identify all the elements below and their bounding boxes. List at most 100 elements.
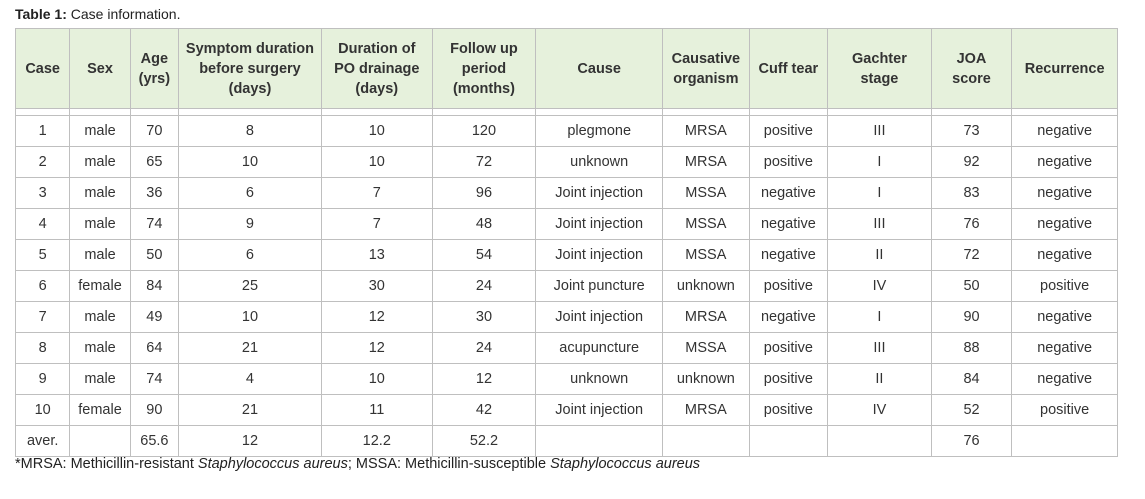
table-cell: 50	[129, 239, 180, 271]
table-cell: 25	[178, 270, 322, 302]
table-cell: 24	[431, 270, 537, 302]
table-cell: MSSA	[662, 332, 750, 364]
table-row: 3 male 36 6 7 96 Joint injection MSSA negative I 8…	[14, 177, 1118, 209]
table-cell: female	[69, 394, 131, 426]
table-cell: 4	[178, 363, 322, 395]
table-cell: 12.2	[320, 425, 433, 457]
table-row: 4 male 74 9 7 48 Joint injection MSSA negative II…	[14, 208, 1118, 240]
column-header: Symptom duration before surgery (days)	[178, 28, 322, 109]
table-cell	[69, 425, 131, 457]
table-cell: 30	[431, 301, 537, 333]
table-cell: 50	[930, 270, 1013, 302]
column-header-line: period	[461, 60, 507, 77]
spacer-cell	[1011, 108, 1118, 116]
table-cell: 12	[320, 332, 433, 364]
table-cell: 76	[930, 208, 1013, 240]
table-cell: 90	[129, 394, 180, 426]
table-cell: negative	[1011, 177, 1118, 209]
table-cell: 64	[129, 332, 180, 364]
table-cell: 54	[431, 239, 537, 271]
table-cell	[535, 425, 664, 457]
column-header-line: Gachter	[852, 50, 907, 67]
table-cell: I	[827, 301, 932, 333]
table-caption: Table 1: Case information.	[15, 6, 180, 22]
table-cell: 10	[14, 394, 71, 426]
table-cell: male	[69, 301, 131, 333]
table-row: 5 male 50 6 13 54 Joint injection MSSA negative I…	[14, 239, 1118, 271]
average-row: aver. 65.6 12 12.2 52.2 76	[14, 425, 1118, 457]
column-header: Cuff tear	[748, 28, 829, 109]
column-header-line: (days)	[228, 80, 272, 97]
table-cell: 6	[178, 239, 322, 271]
table-cell: 3	[14, 177, 71, 209]
table-cell: I	[827, 177, 932, 209]
table-cell: 6	[178, 177, 322, 209]
table-cell: 120	[431, 115, 537, 147]
table-cell: 12	[431, 363, 537, 395]
table-row: 1 male 70 8 10 120 plegmone MRSA positive III 73 ne…	[14, 115, 1118, 147]
column-header-line: PO drainage	[334, 60, 420, 77]
column-header: Age (yrs)	[129, 28, 180, 109]
column-header-line: Causative	[671, 50, 741, 67]
table-row: 7 male 49 10 12 30 Joint injection MRSA negative…	[14, 301, 1118, 333]
spacer-cell	[827, 108, 932, 116]
table-cell: negative	[1011, 239, 1118, 271]
table-cell: 83	[930, 177, 1013, 209]
table-cell: positive	[748, 394, 829, 426]
column-header: Recurrence	[1011, 28, 1118, 109]
table-cell: 5	[14, 239, 71, 271]
table-cell: positive	[748, 146, 829, 178]
column-header-line: (days)	[355, 80, 399, 97]
table-cell: 24	[431, 332, 537, 364]
table-cell: positive	[1011, 270, 1118, 302]
table-cell: 48	[431, 208, 537, 240]
table-cell: II	[827, 239, 932, 271]
table-cell: 84	[129, 270, 180, 302]
table-cell: 49	[129, 301, 180, 333]
table-cell: 52	[930, 394, 1013, 426]
table-cell: 2	[14, 146, 71, 178]
table-cell: 8	[178, 115, 322, 147]
spacer-cell	[748, 108, 829, 116]
table-cell: III	[827, 208, 932, 240]
table-footnote: *MRSA: Methicillin-resistant Staphylococ…	[15, 456, 700, 472]
table-body: 1 male 70 8 10 120 plegmone MRSA positive III 73 ne…	[14, 108, 1118, 457]
table-cell: 90	[930, 301, 1013, 333]
table-cell: male	[69, 239, 131, 271]
table-cell: positive	[748, 270, 829, 302]
column-header-line: Case	[25, 60, 60, 77]
table-row: 2 male 65 10 10 72 unknown MRSA positive I 92 negat…	[14, 146, 1118, 178]
spacer-cell	[535, 108, 664, 116]
table-cell: negative	[1011, 363, 1118, 395]
table-cell: Joint injection	[535, 301, 664, 333]
table-cell: 1	[14, 115, 71, 147]
table-cell: 65.6	[129, 425, 180, 457]
footnote-species: Staphylococcus aureus	[197, 456, 348, 472]
table-cell: unknown	[535, 146, 664, 178]
table-cell: III	[827, 332, 932, 364]
table-cell: negative	[748, 239, 829, 271]
table-cell	[662, 425, 750, 457]
table-cell: 74	[129, 363, 180, 395]
column-header-line: Recurrence	[1024, 60, 1105, 77]
spacer-cell	[320, 108, 433, 116]
table-cell: unknown	[662, 270, 750, 302]
table-cell: MSSA	[662, 177, 750, 209]
spacer-row	[14, 108, 1118, 116]
table-cell: positive	[748, 363, 829, 395]
table-cell: 74	[129, 208, 180, 240]
table-cell: I	[827, 146, 932, 178]
case-information-table: Case Sex Age (yrs) Symptom duration before su…	[14, 28, 1118, 457]
table-cell: IV	[827, 394, 932, 426]
table-cell: MRSA	[662, 115, 750, 147]
column-header-line: (yrs)	[138, 70, 171, 87]
table-cell: negative	[1011, 115, 1118, 147]
table-cell: 70	[129, 115, 180, 147]
footnote-species: Staphylococcus aureus	[550, 456, 701, 472]
table-cell: 10	[178, 146, 322, 178]
table-cell: III	[827, 115, 932, 147]
table-cell: positive	[748, 115, 829, 147]
spacer-cell	[662, 108, 750, 116]
table-cell: 72	[930, 239, 1013, 271]
